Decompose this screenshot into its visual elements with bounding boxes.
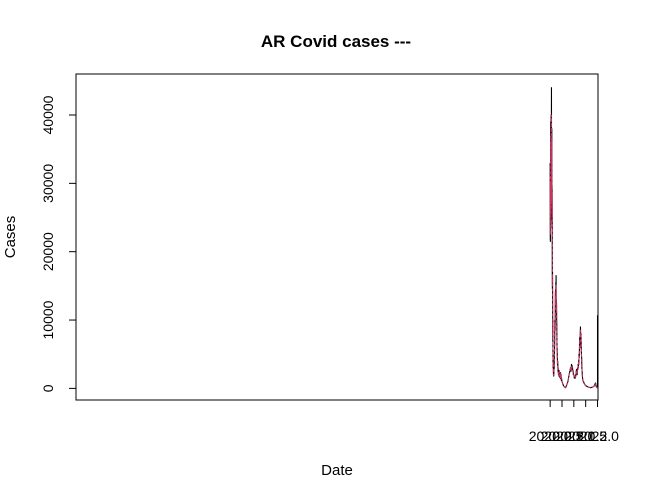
y-tick-label: 10000 (40, 300, 56, 339)
y-tick-label: 0 (40, 384, 56, 392)
x-tick-label: 2021.0 (552, 428, 595, 444)
x-tick-label: 2020.0 (529, 428, 572, 444)
series-line-1 (549, 114, 598, 389)
y-tick-label: 40000 (40, 95, 56, 134)
x-tick-label: 2022.0 (576, 428, 619, 444)
y-tick-label: 20000 (40, 232, 56, 271)
y-tick-label: 30000 (40, 164, 56, 203)
y-axis: 0 10000 20000 30000 40000 (40, 95, 77, 392)
x-axis-label: Date (321, 462, 353, 479)
x-tick-label: 2020.5 (541, 428, 584, 444)
x-tick-label: 2021.5 (564, 428, 607, 444)
series-layer (549, 87, 599, 389)
y-axis-label: Cases (2, 216, 19, 259)
chart-title: AR Covid cases --- (261, 32, 411, 51)
